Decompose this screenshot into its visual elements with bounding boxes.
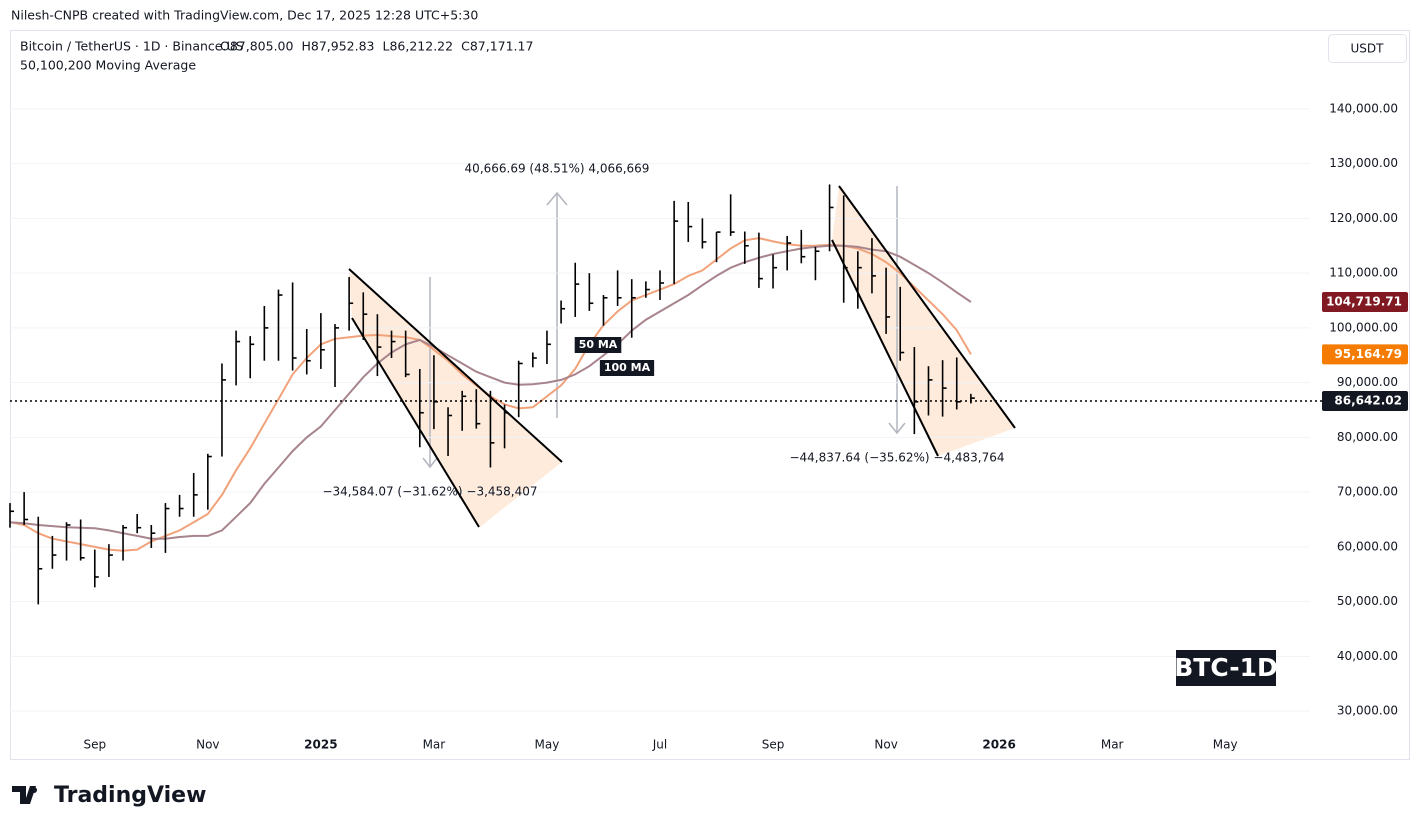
trend-line [351,317,480,528]
price-label-box [1322,292,1408,313]
wedge-fill [832,186,1015,456]
x-tick-label: Mar [1101,738,1124,752]
logo: TradingView [12,783,206,808]
price-label-box [1322,391,1408,412]
trend-line [348,268,563,463]
y-tick-label: 50,000.00 [1337,594,1398,608]
y-tick-label: 70,000.00 [1337,485,1398,499]
x-tick-label: 2025 [304,738,337,752]
arrow-head [546,191,568,206]
chart-title: Bitcoin / TetherUS · 1D · Binance.US [20,39,244,54]
y-tick-label: 100,000.00 [1329,320,1398,334]
plot-area [9,108,1322,712]
price-label: 86,642.02 [1334,394,1402,408]
measure-label: 40,666.69 (48.51%) 4,066,669 [465,162,650,176]
y-tick-label: 80,000.00 [1337,430,1398,444]
ma-label-box [574,337,622,353]
price-label: 104,719.71 [1326,295,1402,309]
y-tick-label: 130,000.00 [1329,156,1398,170]
watermark-box [1176,650,1276,686]
arrow-head [888,422,906,435]
ohlc-label: H87,952.83 [301,39,374,54]
watermark: BTC-1D [1174,653,1278,682]
trend-line [838,185,1016,429]
x-tick-label: Nov [196,738,219,752]
ma-label: 50 MA [579,338,618,351]
arrow-head [422,457,438,469]
currency-button[interactable] [1328,34,1407,63]
logo-mark [12,786,36,804]
x-tick-label: Mar [423,738,446,752]
price-label: 95,164.79 [1334,347,1402,361]
x-tick-label: May [535,738,560,752]
y-tick-label: 30,000.00 [1337,704,1398,718]
y-tick-label: 60,000.00 [1337,539,1398,553]
wedge-fill [349,270,562,527]
frame [10,30,1410,760]
ohlc-label: O87,805.00 [220,39,294,54]
x-tick-label: Jul [652,738,667,752]
x-tick-label: Sep [762,738,785,752]
trend-line [831,239,939,457]
x-tick-label: May [1213,738,1238,752]
ohlc-label: C87,171.17 [461,39,533,54]
y-tick-label: 140,000.00 [1329,101,1398,115]
measure-label: −44,837.64 (−35.62%) −4,483,764 [789,451,1004,465]
attribution: Nilesh-CNPB created with TradingView.com… [11,8,478,23]
ma-label-box [599,360,655,376]
y-tick-label: 90,000.00 [1337,375,1398,389]
overlay: 40,666.69 (48.51%) 4,066,669 −34,584.07 … [322,162,1278,686]
x-tick-label: 2026 [982,738,1015,752]
x-tick-label: Nov [874,738,897,752]
brand: TradingView [54,783,206,808]
ma-line [9,244,972,540]
logo-dot [31,787,37,793]
measure-label: −34,584.07 (−31.62%) −3,458,407 [322,485,537,499]
y-tick-label: 40,000.00 [1337,649,1398,663]
currency-label[interactable]: USDT [1351,42,1385,56]
indicator-label: 50,100,200 Moving Average [20,58,196,73]
ohlc-label: L86,212.22 [383,39,454,54]
y-tick-label: 120,000.00 [1329,211,1398,225]
x-tick-label: Sep [83,738,106,752]
price-label-box [1322,344,1408,365]
y-tick-label: 110,000.00 [1329,266,1398,280]
ma-label: 100 MA [604,361,651,374]
